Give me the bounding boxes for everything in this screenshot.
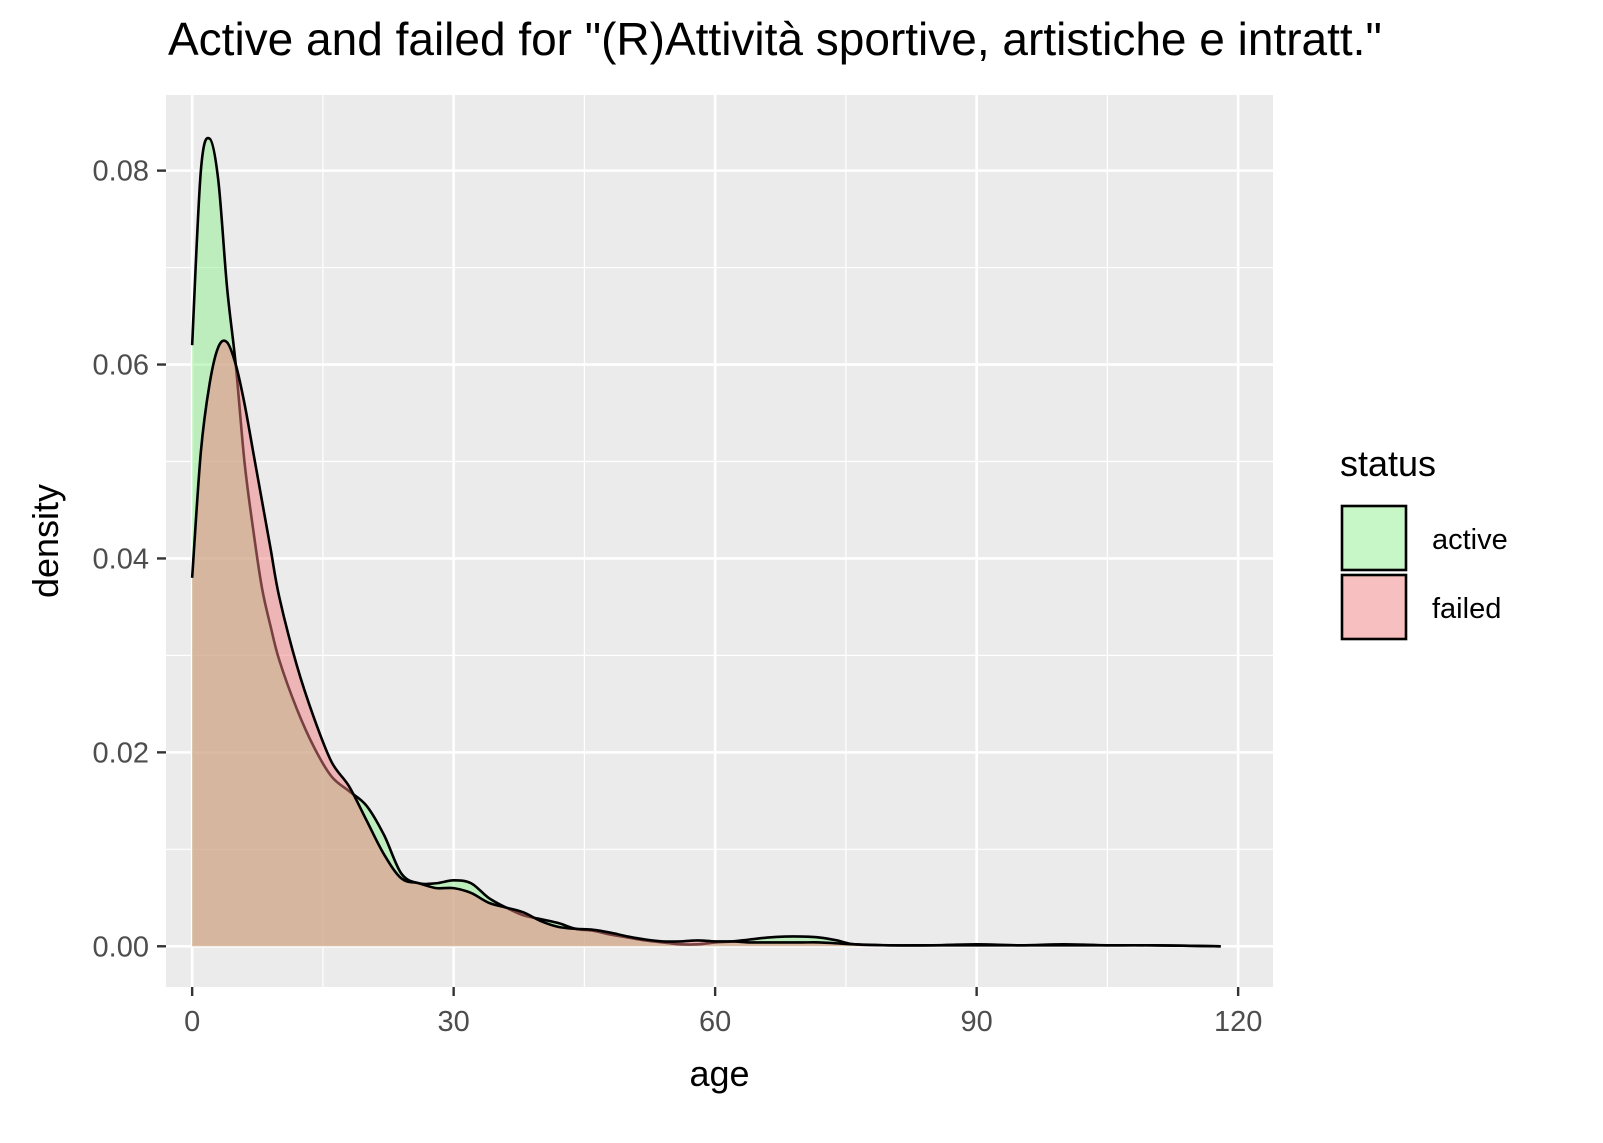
x-tick-labels: 0 30 60 90 120 xyxy=(184,1006,1262,1038)
y-tick-label: 0.00 xyxy=(93,931,149,963)
y-tick-labels: 0.00 0.02 0.04 0.06 0.08 xyxy=(93,156,149,964)
legend-swatch-active xyxy=(1340,504,1408,572)
x-axis-title: age xyxy=(689,1053,749,1094)
x-tick-label: 60 xyxy=(699,1006,731,1038)
density-area-failed xyxy=(192,340,1221,947)
y-tick-label: 0.08 xyxy=(93,156,149,188)
legend-items: active failed xyxy=(1340,504,1508,641)
series-layer xyxy=(190,136,1221,948)
y-tick-label: 0.04 xyxy=(93,543,149,575)
legend-swatch-failed xyxy=(1340,573,1408,641)
legend-label-active: active xyxy=(1432,524,1508,556)
x-tick-label: 30 xyxy=(438,1006,470,1038)
x-tick-label: 90 xyxy=(961,1006,993,1038)
legend-label-failed: failed xyxy=(1432,593,1501,625)
y-tick-label: 0.02 xyxy=(93,737,149,769)
chart-title: Active and failed for "(R)Attività sport… xyxy=(168,13,1382,65)
legend: status active failed xyxy=(1340,443,1508,641)
x-tick-label: 120 xyxy=(1214,1006,1262,1038)
y-tick-label: 0.06 xyxy=(93,350,149,382)
x-tick-label: 0 xyxy=(184,1006,200,1038)
axis-ticks xyxy=(157,169,1240,996)
y-axis-title: density xyxy=(25,484,66,598)
legend-title: status xyxy=(1340,443,1436,484)
density-line-failed xyxy=(190,339,1221,948)
